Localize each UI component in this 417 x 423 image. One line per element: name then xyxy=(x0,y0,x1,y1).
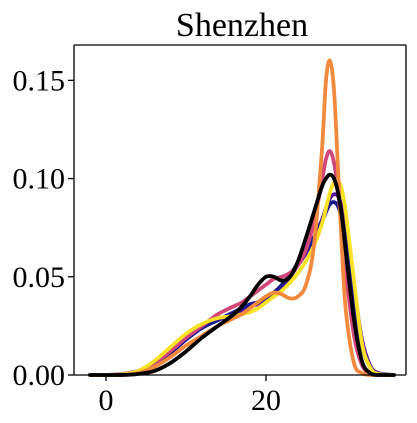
series-line-4 xyxy=(88,178,396,377)
x-tick-label: 20 xyxy=(251,384,281,417)
y-tick-label: 0.10 xyxy=(13,163,66,196)
x-tick-label: 0 xyxy=(99,384,114,417)
y-tick-label: 0.05 xyxy=(13,261,66,294)
y-tick-label: 0.00 xyxy=(13,359,66,392)
series-line-3 xyxy=(88,149,396,377)
series-line-5 xyxy=(88,58,396,377)
ticks-layer: 0.00 0.05 0.10 0.15 0 20 xyxy=(13,64,282,417)
axes-layer xyxy=(73,44,407,376)
y-tick-label: 0.15 xyxy=(13,64,66,97)
series-layer xyxy=(88,58,396,377)
series-line-6 xyxy=(88,172,396,377)
chart-title: Shenzhen xyxy=(176,7,308,44)
